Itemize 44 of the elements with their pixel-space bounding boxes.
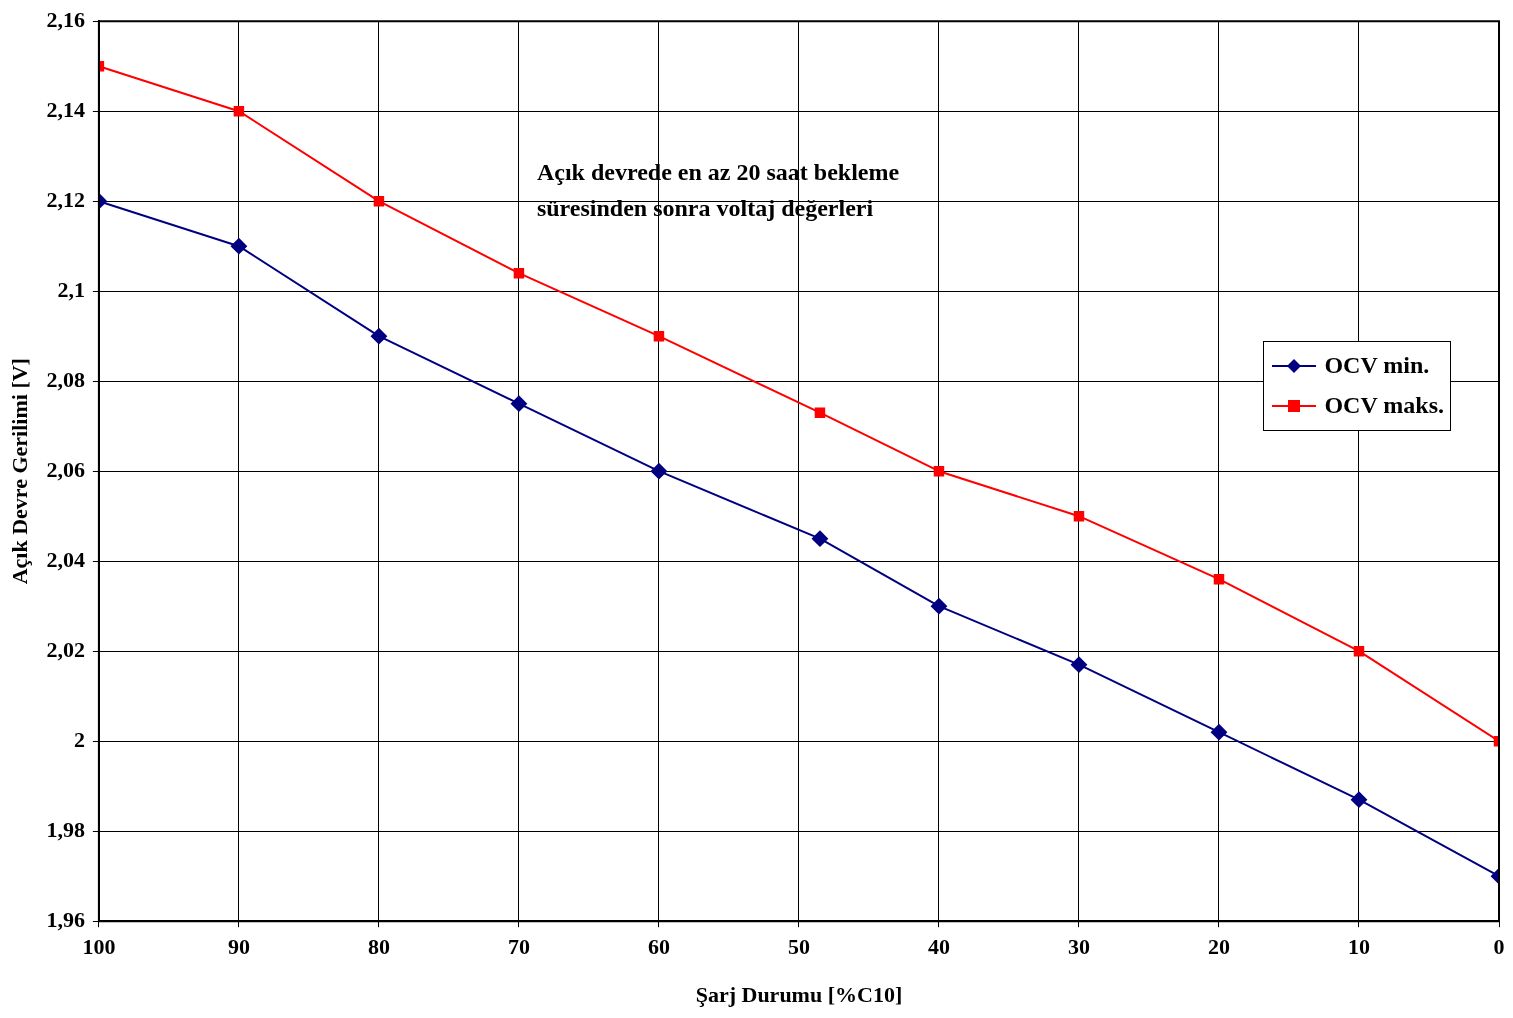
point <box>370 328 387 345</box>
y-tick-label: 2,02 <box>46 636 85 662</box>
x-tick-label: 30 <box>1067 934 1090 960</box>
x-tick-label: 90 <box>227 934 250 960</box>
point <box>1210 724 1227 741</box>
y-tick-label: 1,98 <box>46 816 85 842</box>
point <box>650 463 667 480</box>
x-tick-label: 80 <box>367 934 390 960</box>
point <box>1350 791 1367 808</box>
x-tick-label: 60 <box>647 934 670 960</box>
point <box>230 238 247 255</box>
y-tick-label: 2 <box>73 726 85 752</box>
x-tick-label: 20 <box>1207 934 1230 960</box>
point <box>1070 656 1087 673</box>
y-tick-label: 2,1 <box>57 276 85 302</box>
point <box>1213 573 1225 585</box>
x-tick-label: 10 <box>1347 934 1370 960</box>
x-tick-label: 0 <box>1493 934 1505 960</box>
point <box>233 105 245 117</box>
point <box>513 267 525 279</box>
x-tick-label: 70 <box>507 934 530 960</box>
x-axis-title: Şarj Durumu [%C10] <box>695 982 903 1008</box>
x-tick-label: 100 <box>82 934 116 960</box>
point <box>1073 510 1085 522</box>
point <box>814 407 826 418</box>
x-tick-label: 50 <box>787 934 810 960</box>
legend-label: OCV min. <box>1324 352 1430 380</box>
y-tick-label: 2,06 <box>46 456 85 482</box>
legend-label: OCV maks. <box>1324 392 1444 420</box>
y-tick-label: 2,04 <box>46 546 85 572</box>
point <box>811 530 828 547</box>
y-tick-label: 2,14 <box>46 96 85 122</box>
y-axis-title: Açık Devre Gerilimi [V] <box>6 358 32 585</box>
point <box>373 195 385 207</box>
point <box>933 465 945 477</box>
point <box>510 395 527 412</box>
y-tick-label: 2,12 <box>46 186 85 212</box>
point <box>653 330 665 342</box>
point <box>1353 645 1365 657</box>
x-tick-label: 40 <box>927 934 950 960</box>
point <box>930 598 947 615</box>
y-tick-label: 2,16 <box>46 6 85 32</box>
y-tick-label: 1,96 <box>46 906 85 932</box>
y-tick-label: 2,08 <box>46 366 85 392</box>
